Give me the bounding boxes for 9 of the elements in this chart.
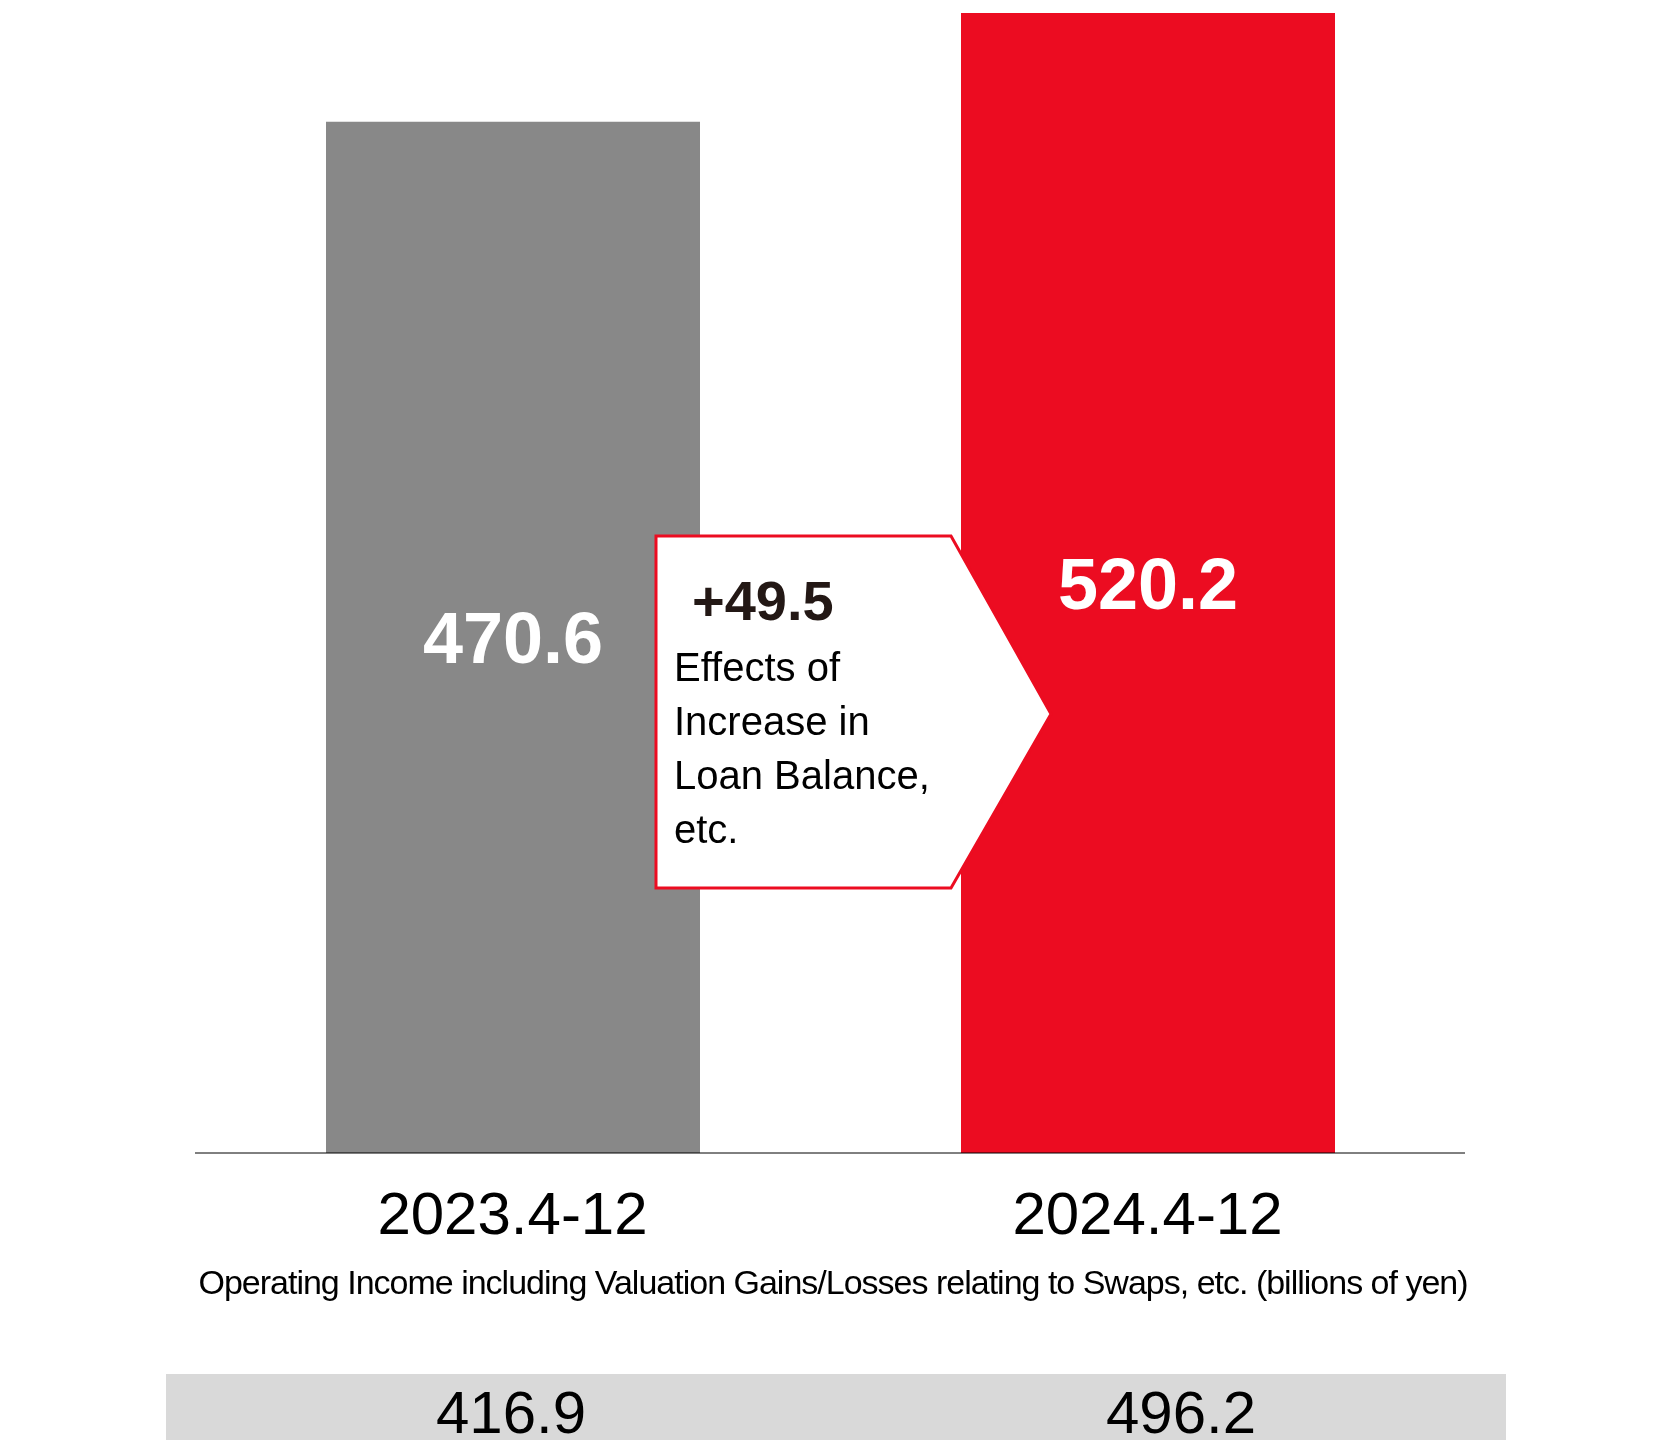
data-label: 470.6 [422,597,604,678]
x-tick-label: 2024.4-12 [1012,1179,1283,1247]
text: 496.2 [1104,1378,1258,1440]
annotation: +49.5 [692,568,834,633]
text: Operating Income including Valuation Gains/Losses relating to Swaps, etc. (billions of yen) [197,1263,1469,1302]
annotation: Effects of Increase in Loan Balance, etc. [674,644,931,853]
x-tick-label: 2023.4-12 [377,1179,648,1247]
data-label: 520.2 [1057,543,1239,624]
text: 416.9 [434,1378,588,1440]
